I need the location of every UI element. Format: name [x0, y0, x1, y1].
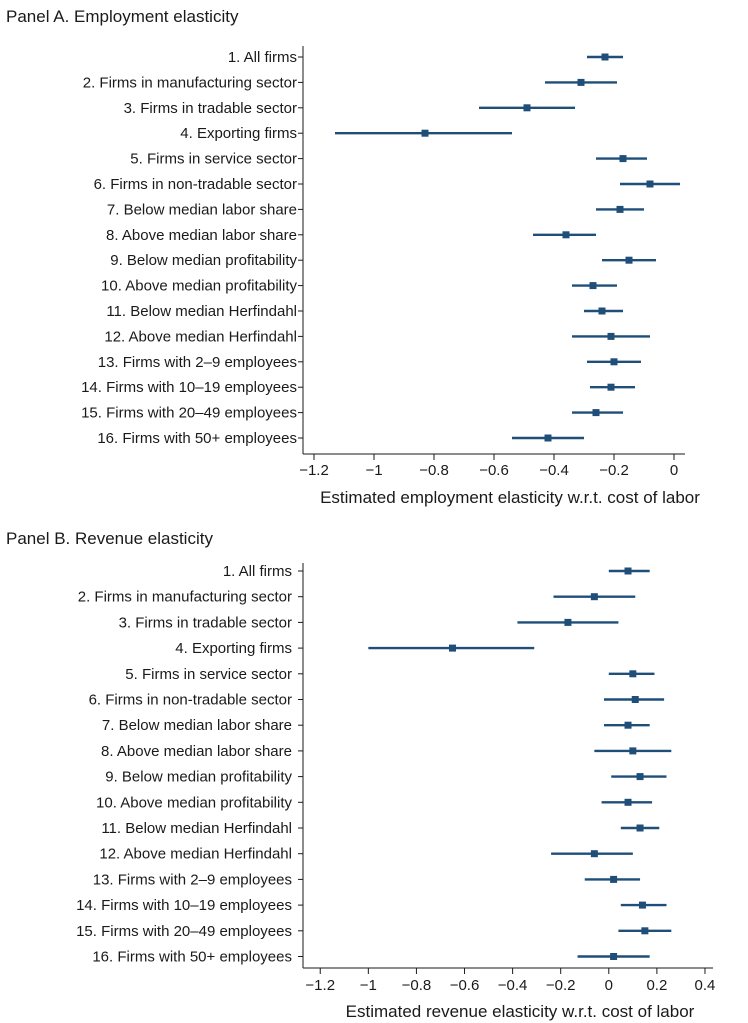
panel-b-row-label: 5. Firms in service sector — [125, 666, 292, 683]
panel-a-point-estimate — [607, 332, 615, 340]
panel-a-row-label: 4. Exporting firms — [180, 125, 297, 142]
panel-b-row-label: 12. Above median Herfindahl — [99, 846, 292, 863]
panel-a-point-estimate — [598, 307, 606, 315]
panel-b-row-label: 6. Firms in non-tradable sector — [89, 692, 292, 709]
panel-a-point-estimate — [562, 231, 570, 239]
panel-b-row-label: 13. Firms with 2–9 employees — [93, 871, 292, 888]
panel-a-x-tick-label: −0.8 — [419, 462, 449, 479]
panel-a-row-label: 3. Firms in tradable sector — [124, 100, 297, 117]
panel-b-row-label: 8. Above median labor share — [101, 743, 292, 760]
panel-b-row-label: 10. Above median profitability — [96, 794, 292, 811]
panel-b-row-label: 1. All firms — [223, 563, 292, 580]
panel-b-point-estimate — [629, 670, 637, 678]
panel-a-row-label: 9. Below median profitability — [110, 252, 297, 269]
panel-b-point-estimate — [636, 773, 644, 781]
panel-b-point-estimate — [564, 618, 572, 626]
panel-a-point-estimate — [601, 53, 609, 61]
panel-b-row-label: 2. Firms in manufacturing sector — [78, 589, 292, 606]
panel-b-x-tick-label: −1.2 — [305, 977, 335, 994]
panel-a-row-label: 2. Firms in manufacturing sector — [83, 74, 297, 91]
panel-b-row-label: 16. Firms with 50+ employees — [92, 949, 292, 966]
panel-b-point-estimate — [636, 824, 644, 832]
panel-b-x-tick-label: 0.4 — [695, 977, 716, 994]
panel-b-point-estimate — [629, 747, 637, 755]
panel-a-point-estimate — [619, 155, 627, 163]
panel-a-row-label: 14. Firms with 10–19 employees — [81, 379, 297, 396]
panel-b-point-estimate — [624, 798, 632, 806]
panel-b-x-tick-label: 0.2 — [646, 977, 667, 994]
panel-a-row-label: 13. Firms with 2–9 employees — [98, 354, 297, 371]
panel-a-row-label: 16. Firms with 50+ employees — [97, 430, 297, 447]
panel-b-x-tick-label: 0 — [605, 977, 613, 994]
panel-a-row-label: 15. Firms with 20–49 employees — [81, 405, 297, 422]
panel-b-x-tick-label: −0.2 — [546, 977, 576, 994]
panel-a-x-tick-label: −1 — [365, 462, 382, 479]
panel-a-point-estimate — [625, 256, 633, 264]
panel-b-x-tick-label: −0.6 — [450, 977, 480, 994]
panel-b-point-estimate — [610, 875, 618, 883]
panel-a-x-tick-label: −0.4 — [539, 462, 569, 479]
panel-b-point-estimate — [610, 953, 618, 960]
panel-a-row-label: 11. Below median Herfindahl — [106, 303, 297, 320]
panel-a-employment: Panel A. Employment elasticity 1. All fi… — [6, 7, 700, 507]
panel-b-row-label: 4. Exporting firms — [175, 640, 292, 657]
panel-b-point-estimate — [590, 850, 598, 858]
panel-b-point-estimate — [448, 644, 456, 652]
panel-b-row-label: 14. Firms with 10–19 employees — [76, 897, 292, 914]
panel-a-point-estimate — [421, 129, 429, 137]
panel-a-point-estimate — [523, 104, 531, 112]
panel-a-point-estimate — [607, 383, 615, 391]
panel-a-row-label: 8. Above median labor share — [106, 227, 297, 244]
panel-a-point-estimate — [589, 282, 597, 290]
panel-a-row-label: 7. Below median labor share — [107, 201, 297, 218]
panel-b-x-tick-label: −1 — [360, 977, 377, 994]
panel-a-row-label: 10. Above median profitability — [101, 278, 297, 295]
panel-b-row-label: 3. Firms in tradable sector — [119, 614, 292, 631]
panel-b-point-estimate — [638, 901, 646, 909]
panel-b-row-label: 11. Below median Herfindahl — [101, 820, 292, 837]
panel-a-point-estimate — [610, 358, 618, 366]
panel-b-row-label: 15. Firms with 20–49 employees — [76, 923, 292, 940]
panel-b-row-label: 7. Below median labor share — [102, 717, 292, 734]
panel-b-point-estimate — [624, 721, 632, 729]
panel-a-row-label: 1. All firms — [228, 49, 297, 66]
panel-a-point-estimate — [577, 78, 585, 86]
panel-a-title: Panel A. Employment elasticity — [6, 7, 239, 26]
panel-a-x-tick-label: −0.6 — [479, 462, 509, 479]
panel-a-row-label: 6. Firms in non-tradable sector — [94, 176, 297, 193]
panel-a-x-tick-label: −1.2 — [299, 462, 329, 479]
panel-b-title: Panel B. Revenue elasticity — [6, 529, 213, 548]
panel-a-row-label: 5. Firms in service sector — [130, 151, 297, 168]
panel-a-row-label: 12. Above median Herfindahl — [104, 328, 297, 345]
panel-b-point-estimate — [631, 696, 639, 703]
panel-b-x-tick-label: −0.4 — [498, 977, 528, 994]
panel-b-row-label: 9. Below median profitability — [105, 769, 292, 786]
panel-a-point-estimate — [616, 205, 624, 213]
panel-b-revenue: Panel B. Revenue elasticity 1. All firms… — [6, 529, 715, 1021]
panel-b-x-tick-label: −0.8 — [402, 977, 432, 994]
panel-a-point-estimate — [592, 409, 600, 417]
panel-a-x-tick-label: 0 — [670, 462, 678, 479]
panel-b-x-axis-title: Estimated revenue elasticity w.r.t. cost… — [346, 1002, 695, 1021]
panel-a-point-estimate — [544, 434, 552, 442]
panel-a-x-axis-title: Estimated employment elasticity w.r.t. c… — [320, 488, 700, 507]
panel-a-point-estimate — [646, 180, 654, 188]
panel-b-point-estimate — [641, 927, 649, 935]
panel-b-point-estimate — [590, 593, 598, 601]
panel-b-point-estimate — [624, 567, 632, 575]
panel-a-x-tick-label: −0.2 — [599, 462, 629, 479]
